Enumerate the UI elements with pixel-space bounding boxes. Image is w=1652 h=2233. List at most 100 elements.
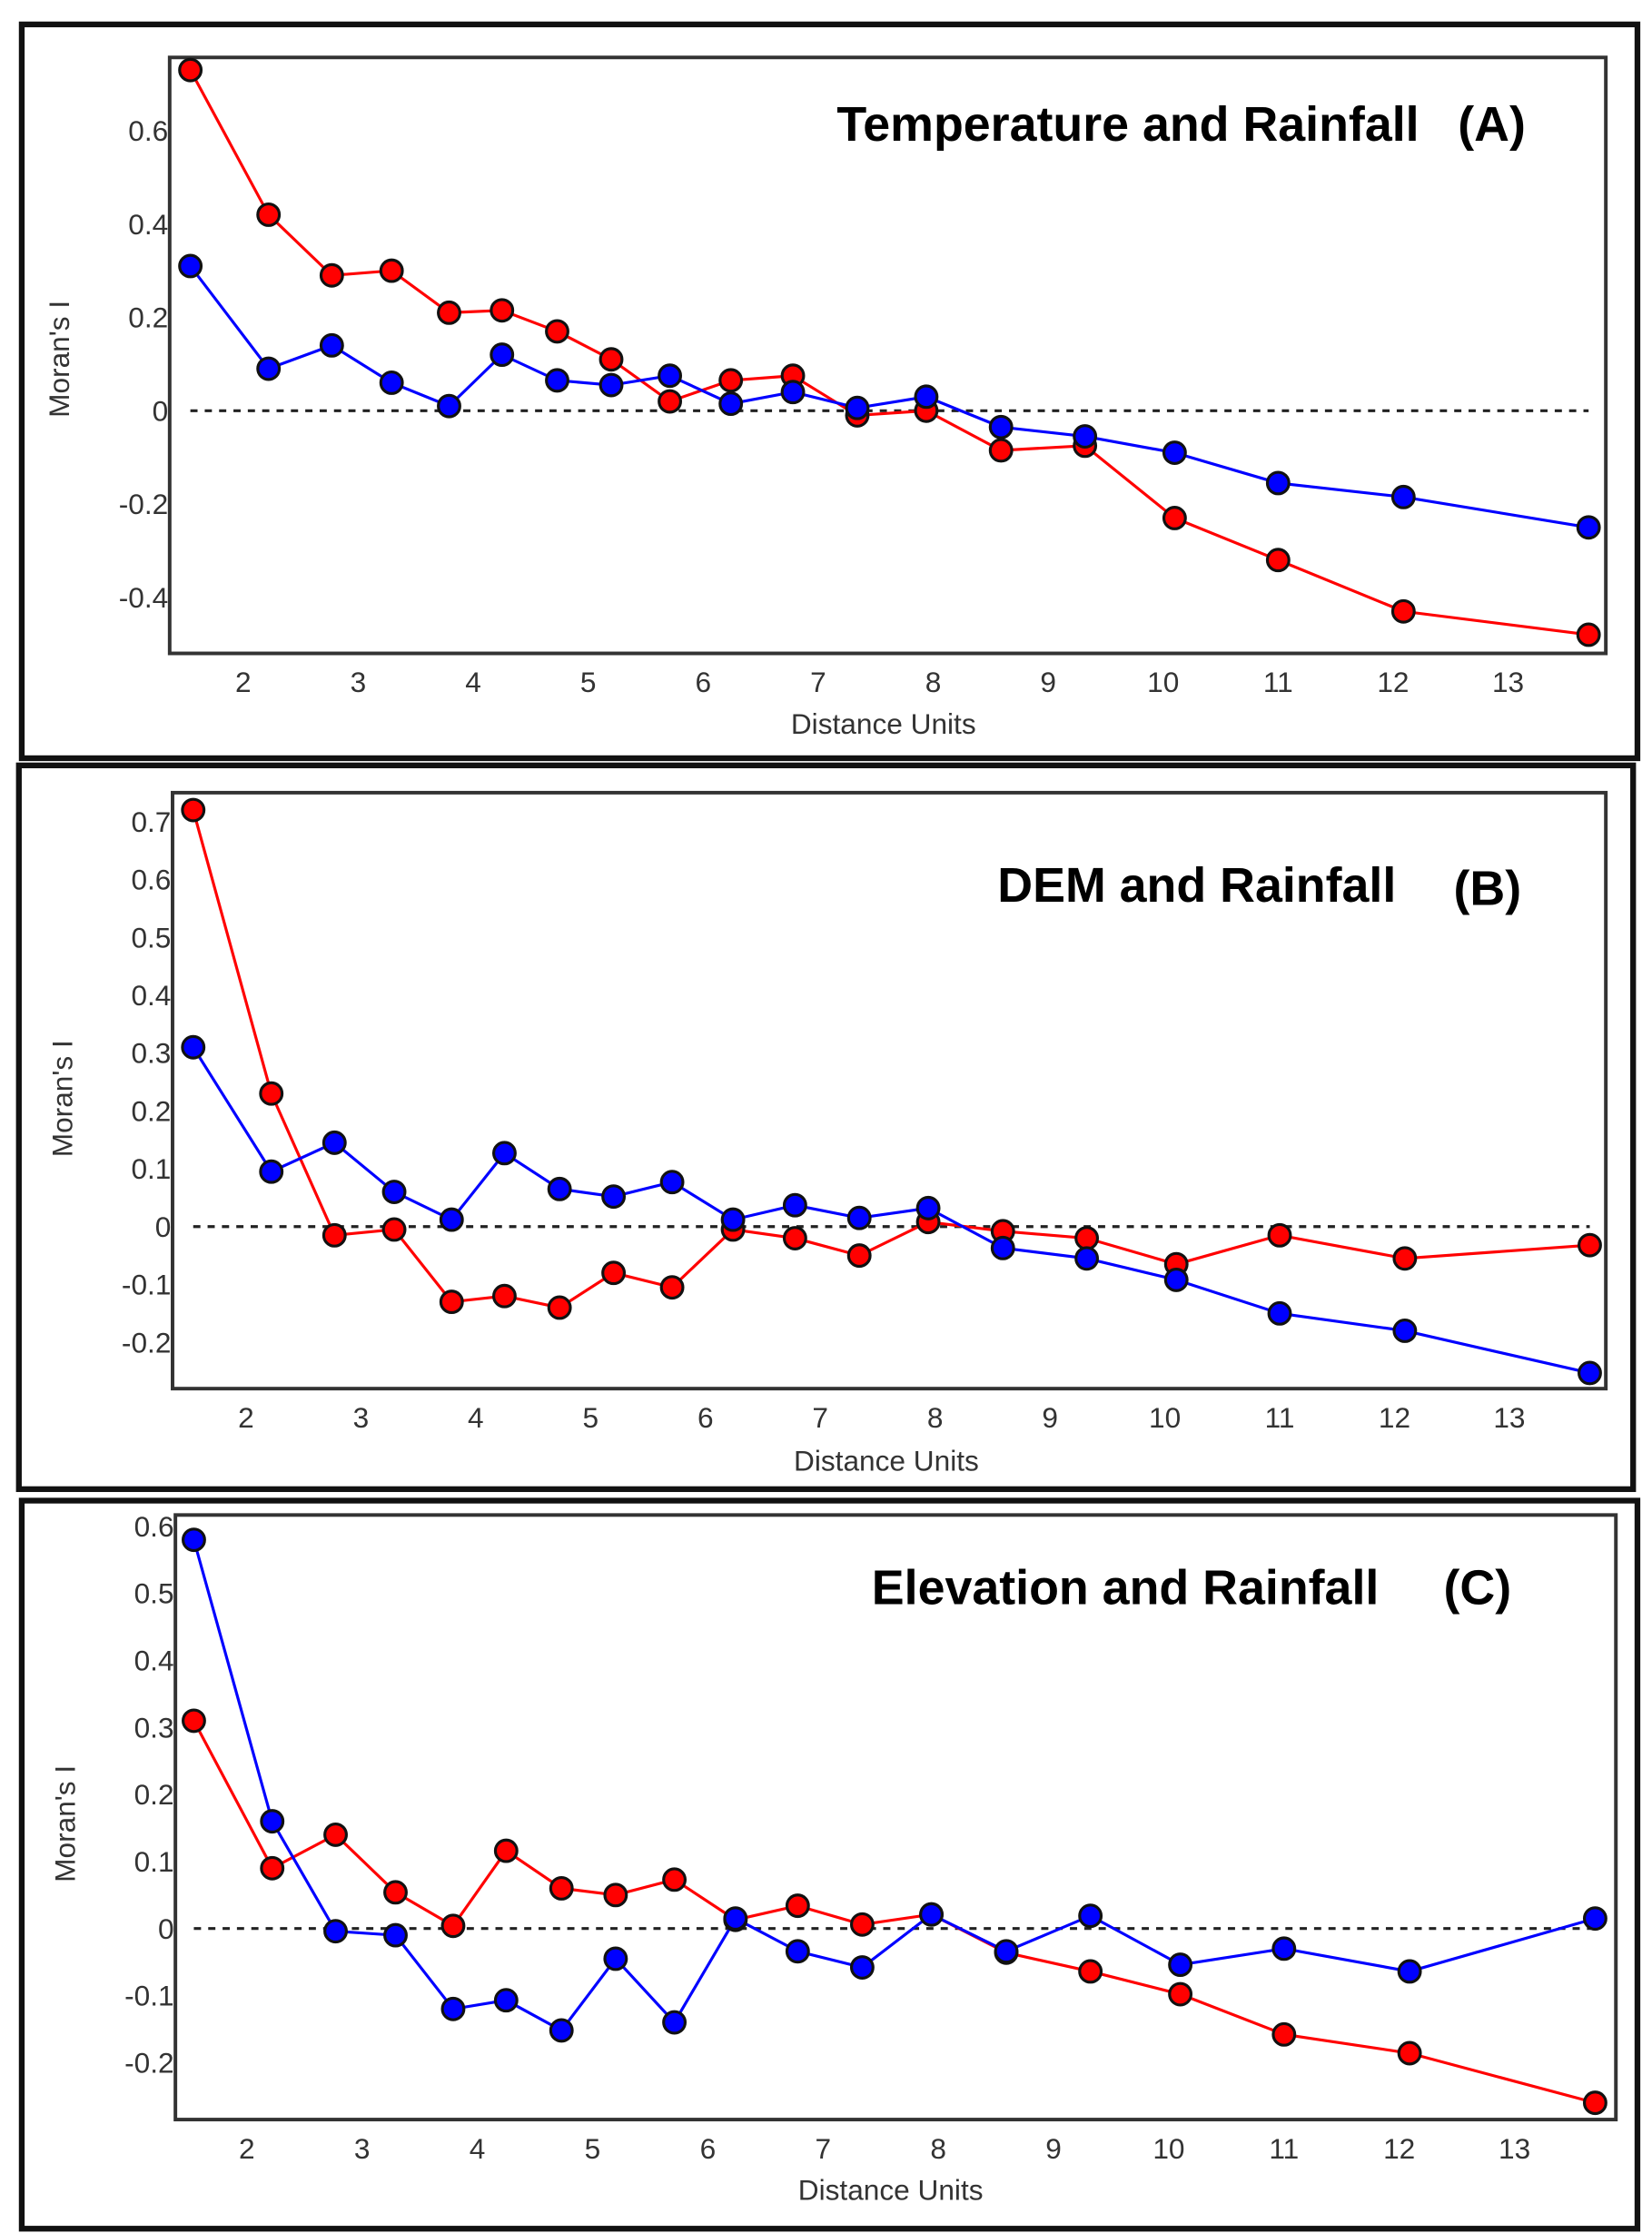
y-axis-label: Moran's I	[43, 301, 75, 418]
panel-label: (A)	[1458, 97, 1526, 152]
data-point	[547, 1176, 572, 1201]
data-point	[990, 1235, 1015, 1260]
data-point	[598, 372, 624, 398]
data-point	[439, 1289, 464, 1315]
plot-area	[171, 790, 1608, 1391]
x-tick-label: 4	[470, 2132, 486, 2165]
data-point	[490, 342, 515, 368]
y-tick-label: -0.2	[119, 488, 168, 520]
data-point	[379, 371, 404, 395]
data-point	[1168, 1952, 1193, 1978]
y-tick-label: 0.2	[128, 301, 168, 334]
y-tick-label: -0.1	[124, 1980, 173, 2012]
y-tick-label: 0	[158, 1912, 174, 1945]
data-point	[723, 1906, 748, 1932]
data-point	[658, 389, 683, 414]
data-point	[849, 1912, 875, 1937]
data-point	[182, 1708, 206, 1734]
data-point	[849, 1955, 875, 1980]
data-point	[1578, 1360, 1602, 1386]
data-point	[915, 1195, 941, 1220]
chart-panel-1: 0.6 0.4 0.2 0 -0.2 -0.4 2 3 4 5 6 7 8 9 10 11 12 13 Temper…	[18, 21, 1641, 762]
data-point	[319, 262, 344, 288]
data-point	[718, 391, 744, 417]
data-point	[383, 1880, 408, 1905]
data-point	[259, 1159, 284, 1184]
y-tick-label: 0	[155, 1210, 172, 1243]
data-point	[492, 1283, 517, 1309]
x-tick-label: 3	[353, 1401, 370, 1434]
x-tick-label: 8	[927, 1401, 944, 1434]
x-tick-label: 5	[582, 1401, 598, 1434]
data-point	[383, 1922, 408, 1948]
data-point	[1168, 1981, 1193, 2007]
chart-panel-2: 0.7 0.6 0.5 0.4 0.3 0.2 0.1 0 -0.1 -0.2 2 3 4 5 6 7 8 9 10…	[15, 762, 1637, 1493]
data-point	[181, 797, 206, 823]
data-point	[1397, 1959, 1422, 1984]
data-point	[437, 300, 461, 325]
y-tick-label: -0.4	[119, 581, 168, 614]
data-point	[256, 356, 282, 381]
data-point	[545, 368, 569, 393]
y-tick-label: -0.2	[122, 1326, 171, 1359]
x-tick-label: 11	[1269, 2132, 1299, 2165]
data-point	[1267, 1222, 1292, 1248]
x-tick-label: 2	[238, 1401, 254, 1434]
data-point	[379, 258, 404, 283]
data-point	[440, 1913, 466, 1939]
x-tick-label: 3	[354, 2132, 371, 2165]
data-point	[846, 1205, 872, 1230]
data-point	[785, 1939, 810, 1964]
data-point	[1392, 1246, 1418, 1271]
data-point	[256, 202, 282, 227]
data-point	[659, 1170, 685, 1195]
x-tick-label: 10	[1149, 1401, 1181, 1434]
data-point	[603, 1882, 628, 1908]
data-point	[780, 380, 806, 405]
y-tick-label: -0.2	[124, 2046, 173, 2079]
x-tick-label: 6	[700, 2132, 717, 2165]
data-point	[1267, 1300, 1292, 1326]
x-tick-label: 12	[1383, 2132, 1415, 2165]
data-point	[994, 1939, 1019, 1964]
data-point	[321, 1130, 347, 1155]
x-tick-label: 10	[1152, 2132, 1184, 2165]
x-tick-label: 11	[1265, 1401, 1295, 1434]
data-point	[323, 1822, 348, 1847]
data-point	[492, 1141, 517, 1166]
data-point	[1397, 2040, 1422, 2066]
data-point	[549, 1875, 574, 1901]
data-point	[1078, 1959, 1103, 1984]
chart-title: DEM and Rainfall	[997, 858, 1396, 913]
y-tick-label: 0.1	[131, 1152, 171, 1185]
x-tick-label: 9	[1045, 2132, 1062, 2165]
data-point	[603, 1946, 628, 1971]
x-tick-label: 12	[1379, 1401, 1410, 1434]
x-tick-label: 9	[1040, 666, 1056, 698]
data-point	[659, 1275, 685, 1300]
data-point	[785, 1893, 810, 1919]
x-tick-label: 13	[1492, 666, 1524, 698]
data-point	[1074, 1226, 1100, 1250]
plot-area	[167, 55, 1608, 656]
data-point	[988, 438, 1014, 463]
x-axis-label: Distance Units	[798, 2174, 984, 2207]
data-point	[1392, 1319, 1418, 1343]
x-tick-label: 2	[235, 666, 252, 698]
y-tick-label: 0.6	[131, 864, 171, 896]
x-tick-label: 13	[1493, 1401, 1525, 1434]
y-tick-label: 0.6	[128, 114, 168, 147]
data-point	[601, 1184, 627, 1210]
data-point	[321, 1222, 347, 1248]
data-point	[178, 57, 203, 83]
data-point	[545, 319, 569, 344]
x-axis-label: Distance Units	[794, 1444, 979, 1477]
x-tick-label: 5	[580, 666, 597, 698]
y-tick-label: 0.5	[134, 1577, 174, 1610]
x-axis-label: Distance Units	[791, 707, 976, 740]
y-tick-label: 0.2	[131, 1094, 171, 1127]
panel-label: (B)	[1454, 861, 1522, 915]
x-tick-label: 13	[1499, 2132, 1530, 2165]
x-tick-label: 2	[239, 2132, 255, 2165]
